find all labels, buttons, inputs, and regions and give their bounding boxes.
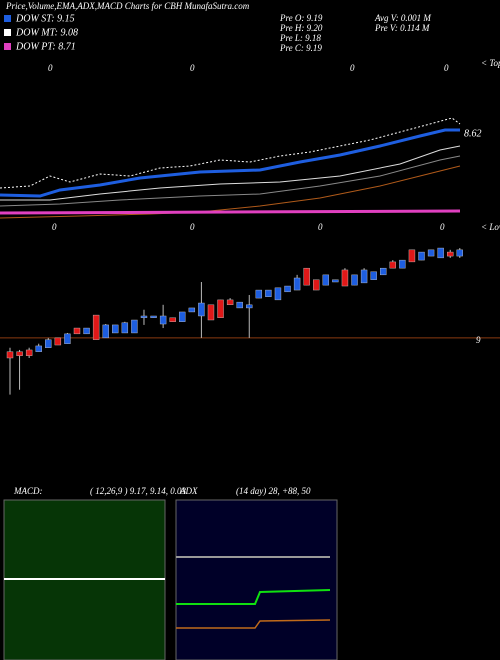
top-marker: 0 xyxy=(444,63,449,73)
adx-panel xyxy=(175,499,338,660)
adx-title: ADX xyxy=(179,486,198,496)
candle-body xyxy=(399,259,406,269)
candle-body xyxy=(447,251,454,257)
plus-di-line xyxy=(176,589,331,605)
legend-swatch xyxy=(4,29,11,36)
candle-body xyxy=(16,351,23,356)
ema-lines xyxy=(0,117,461,219)
stat: Pre O: 9.19 xyxy=(279,13,323,23)
candle-body xyxy=(92,314,100,340)
low-marker: 0 xyxy=(440,222,445,232)
candle-body xyxy=(341,269,349,287)
candles: 9 xyxy=(0,247,500,395)
candle-body xyxy=(83,327,90,335)
candle-body xyxy=(332,279,339,283)
ema-line xyxy=(0,209,461,215)
last-label: 8.62 xyxy=(464,128,482,139)
candle-body xyxy=(169,317,176,322)
candle-body xyxy=(198,302,205,317)
adx-params: (14 day) 28, +88, 50 xyxy=(236,486,311,496)
candle-body xyxy=(265,289,272,297)
stat: Pre C: 9.19 xyxy=(279,43,322,53)
candle-body xyxy=(284,285,291,293)
tops-label: < Tops xyxy=(481,58,500,68)
top-marker: 0 xyxy=(48,63,53,73)
low-marker: 0 xyxy=(318,222,323,232)
candle-body xyxy=(236,301,243,309)
candle-body xyxy=(418,251,425,261)
candle-body xyxy=(45,339,52,348)
candle-body xyxy=(121,322,129,334)
candle-body xyxy=(427,249,435,257)
candle-body xyxy=(408,249,416,263)
legend-entry: DOW PT: 8.71 xyxy=(15,41,76,52)
top-marker: 0 xyxy=(190,63,195,73)
legend-swatch xyxy=(4,43,11,50)
candle-body xyxy=(35,345,42,352)
candle-body xyxy=(217,299,224,318)
candle-body xyxy=(437,247,444,259)
candle-body xyxy=(131,319,138,334)
stat: Avg V: 0.001 M xyxy=(374,13,431,23)
candle-body xyxy=(207,304,215,321)
macd-params: ( 12,26,9 ) 9.17, 9.14, 0.03 xyxy=(90,486,186,496)
candle-body xyxy=(102,324,109,339)
candle-body xyxy=(380,267,387,276)
ema-line xyxy=(0,165,461,219)
candle-body xyxy=(73,327,81,335)
legend-entry: DOW MT: 9.08 xyxy=(15,27,78,38)
candle-body xyxy=(188,307,196,313)
stat: Pre L: 9.18 xyxy=(279,33,321,43)
candle-body xyxy=(351,274,358,286)
candle-body xyxy=(25,349,33,356)
ema-line xyxy=(0,117,461,189)
candle-body xyxy=(150,315,157,318)
candle-body xyxy=(255,289,263,299)
low-marker: 0 xyxy=(190,222,195,232)
candle-body xyxy=(54,337,62,346)
candle-body xyxy=(322,274,330,286)
minus-di-line xyxy=(176,619,331,629)
stat: Pre V: 0.114 M xyxy=(374,23,430,33)
ema-line xyxy=(0,128,460,198)
lows-label: < Lows xyxy=(481,222,500,232)
candle-body xyxy=(140,315,148,318)
page-title: Price,Volume,EMA,ADX,MACD Charts for CBH… xyxy=(5,1,250,11)
candle-body xyxy=(159,315,167,325)
candle-body xyxy=(293,277,301,291)
stat: Pre H: 9.20 xyxy=(279,23,323,33)
candle-body xyxy=(389,261,396,269)
legend-swatch xyxy=(4,15,11,22)
candle-body xyxy=(179,311,186,322)
top-marker: 0 xyxy=(350,63,355,73)
ema-line xyxy=(0,145,461,201)
y-tick-label: 9 xyxy=(476,335,481,345)
candle-body xyxy=(274,287,282,301)
candle-body xyxy=(303,267,310,286)
macd-title: MACD: xyxy=(13,486,43,496)
candle-body xyxy=(6,351,14,359)
candle-body xyxy=(370,271,377,280)
candle-body xyxy=(246,304,253,309)
legend-entry: DOW ST: 9.15 xyxy=(15,13,75,24)
low-marker: 0 xyxy=(52,222,57,232)
candle-body xyxy=(456,249,463,257)
candle-body xyxy=(360,269,368,284)
candle-body xyxy=(64,333,71,344)
candle-body xyxy=(313,279,320,291)
candle-body xyxy=(226,299,234,306)
ema-line xyxy=(0,155,461,207)
candle-body xyxy=(112,324,119,334)
